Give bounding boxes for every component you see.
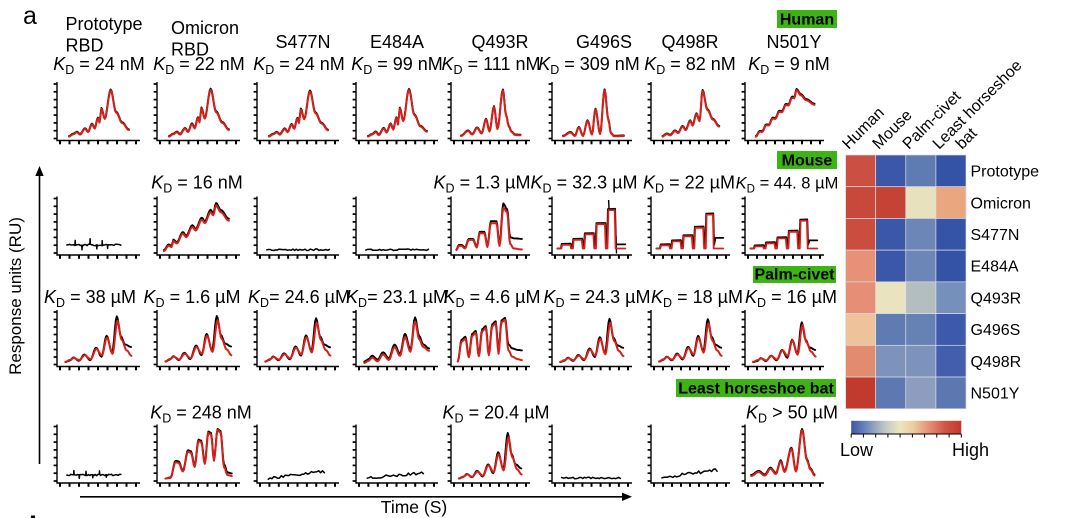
svg-text:G496S: G496S [576, 32, 632, 52]
svg-text:Q498R: Q498R [971, 354, 1022, 371]
svg-text:RBD: RBD [171, 40, 209, 60]
svg-text:KD > 50 µM: KD > 50 µM [746, 403, 838, 426]
svg-text:KD= 23.1 µM: KD= 23.1 µM [346, 287, 448, 310]
svg-text:Prototype: Prototype [66, 14, 143, 34]
svg-text:E484A: E484A [971, 259, 1019, 276]
svg-text:S477N: S477N [275, 32, 330, 52]
svg-text:KD = 24 nM: KD = 24 nM [253, 54, 345, 77]
svg-text:KD = 22 µM: KD = 22 µM [643, 173, 735, 196]
svg-text:N501Y: N501Y [971, 386, 1020, 403]
svg-text:S477N: S477N [971, 227, 1020, 244]
svg-text:KD = 111 nM: KD = 111 nM [442, 54, 541, 77]
svg-text:KD = 248 nM: KD = 248 nM [150, 403, 252, 426]
svg-text:Mouse: Mouse [782, 153, 833, 170]
svg-text:Least horseshoe bat: Least horseshoe bat [678, 381, 834, 398]
svg-text:KD = 32.3 µM: KD = 32.3 µM [531, 173, 638, 196]
svg-text:G496S: G496S [971, 322, 1021, 339]
svg-text:KD = 18 µM: KD = 18 µM [651, 287, 743, 310]
svg-text:Low: Low [840, 440, 874, 460]
svg-text:KD = 38 µM: KD = 38 µM [44, 287, 136, 310]
svg-text:Q498R: Q498R [661, 32, 718, 52]
svg-text:Prototype: Prototype [971, 164, 1040, 181]
svg-text:High: High [952, 440, 989, 460]
svg-text:a: a [23, 2, 37, 30]
svg-text:KD = 82 nM: KD = 82 nM [644, 54, 736, 77]
svg-text:Omicron: Omicron [971, 195, 1031, 212]
svg-text:KD = 4.6 µM: KD = 4.6 µM [444, 287, 541, 310]
svg-text:N501Y: N501Y [766, 32, 821, 52]
svg-text:KD = 99 nM: KD = 99 nM [351, 54, 443, 77]
svg-text:KD = 24.3 µM: KD = 24.3 µM [544, 287, 651, 310]
svg-text:KD = 20.4 µM: KD = 20.4 µM [443, 403, 550, 426]
svg-text:KD = 309 nM: KD = 309 nM [538, 54, 640, 77]
svg-text:KD = 22 nM: KD = 22 nM [153, 54, 245, 77]
svg-text:KD = 24 nM: KD = 24 nM [53, 54, 145, 77]
svg-text:KD= 24.6 µM: KD= 24.6 µM [248, 287, 350, 310]
svg-text:KD = 1.3 µM: KD = 1.3 µM [434, 173, 531, 196]
svg-text:RBD: RBD [66, 36, 104, 56]
svg-text:KD = 1.6 µM: KD = 1.6 µM [144, 287, 241, 310]
svg-text:Q493R: Q493R [971, 290, 1022, 307]
svg-text:KD = 9 nM: KD = 9 nM [748, 54, 830, 77]
svg-text:Q493R: Q493R [471, 32, 528, 52]
svg-text:KD = 44. 8 µM: KD = 44. 8 µM [736, 175, 839, 196]
svg-text:Omicron: Omicron [171, 18, 239, 38]
svg-text:Human: Human [780, 12, 834, 29]
svg-text:KD = 16 nM: KD = 16 nM [151, 173, 243, 196]
svg-text:Palm-civet: Palm-civet [754, 267, 835, 284]
svg-text:KD = 16 µM: KD = 16 µM [745, 287, 837, 310]
svg-text:E484A: E484A [370, 32, 424, 52]
svg-text:Time (S): Time (S) [381, 497, 447, 517]
svg-text:Response units (RU): Response units (RU) [6, 217, 25, 375]
